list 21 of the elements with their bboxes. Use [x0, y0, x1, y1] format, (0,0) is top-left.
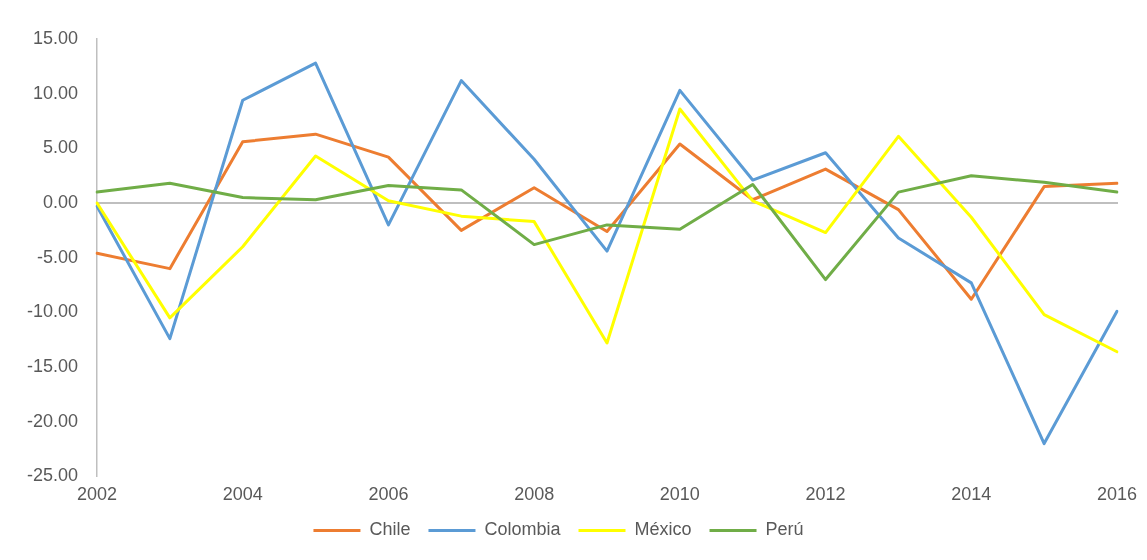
legend-label: México — [634, 519, 692, 540]
legend-label: Perú — [765, 519, 804, 540]
y-tick-label: -20.00 — [26, 410, 78, 431]
y-tick-label: 0.00 — [42, 191, 78, 212]
x-tick-label: 2008 — [514, 484, 555, 505]
y-tick-label: 10.00 — [32, 82, 78, 103]
legend-label: Chile — [369, 519, 411, 540]
y-tick-label: -5.00 — [36, 246, 78, 267]
x-tick-label: 2014 — [951, 484, 992, 505]
x-tick-label: 2004 — [222, 484, 263, 505]
x-tick-label: 2006 — [368, 484, 409, 505]
y-tick-label: -15.00 — [26, 356, 78, 377]
y-tick-label: -25.00 — [26, 465, 78, 486]
y-tick-label: 15.00 — [32, 27, 78, 48]
x-tick-label: 2012 — [805, 484, 846, 505]
x-tick-label: 2002 — [76, 484, 118, 505]
y-tick-label: -10.00 — [26, 301, 78, 322]
y-tick-label: 5.00 — [42, 137, 78, 158]
x-tick-label: 2010 — [659, 484, 700, 505]
x-tick-label: 2016 — [1096, 484, 1138, 505]
legend-label: Colombia — [484, 519, 562, 540]
